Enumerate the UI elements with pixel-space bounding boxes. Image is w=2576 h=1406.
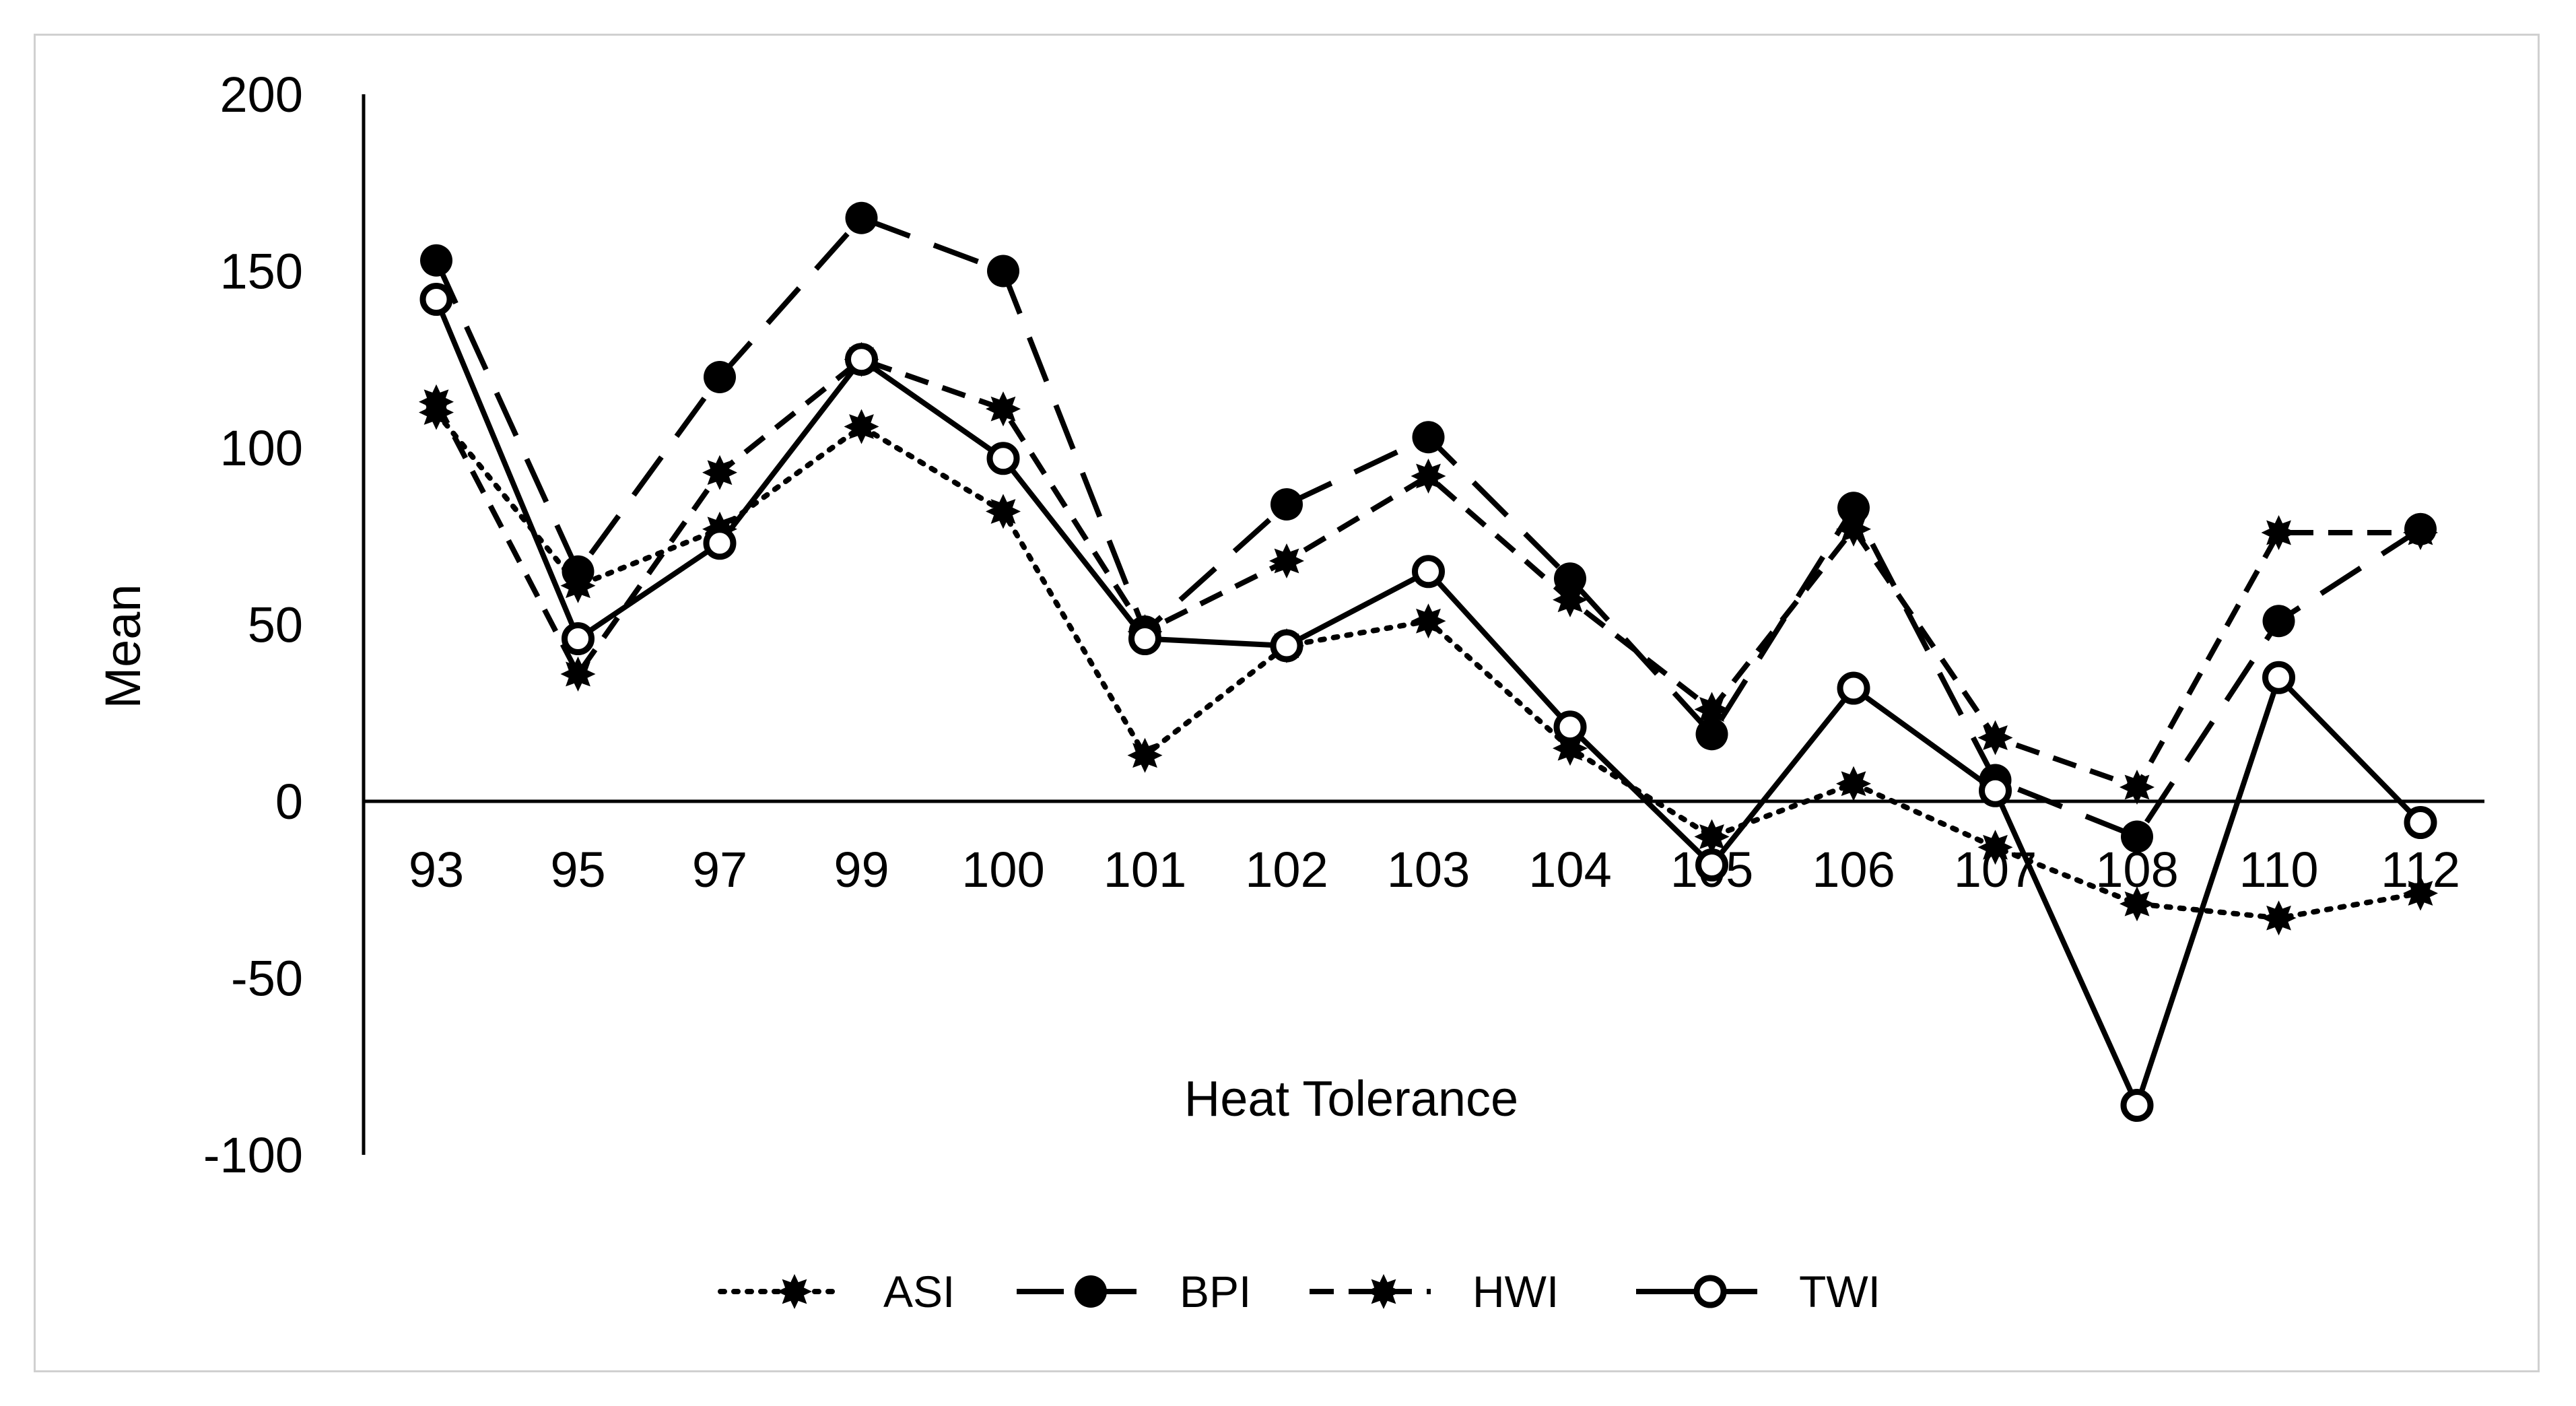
data-point-bpi <box>562 555 595 588</box>
data-point-asi <box>986 494 1021 529</box>
data-point-asi <box>1694 819 1730 855</box>
data-point-bpi <box>1270 488 1303 521</box>
legend-label-bpi: BPI <box>1180 1267 1251 1316</box>
data-point-twi <box>2120 1089 2154 1122</box>
x-tick-label: 102 <box>1245 842 1328 898</box>
data-point-hwi <box>1553 582 1588 617</box>
data-point-hwi <box>2120 770 2155 805</box>
x-tick-label: 106 <box>1812 842 1895 898</box>
data-point-twi <box>2262 661 2295 694</box>
data-point-bpi <box>1695 718 1728 751</box>
y-tick-label: -50 <box>231 951 303 1007</box>
y-tick-label: -100 <box>203 1127 303 1183</box>
x-tick-label: 101 <box>1104 842 1186 898</box>
data-point-hwi <box>1411 459 1446 494</box>
x-tick-label: 93 <box>409 842 464 898</box>
y-tick-label: 0 <box>275 774 303 830</box>
y-tick-labels: -100 -50 0 50 100 150 200 <box>203 67 303 1183</box>
legend-label-asi: ASI <box>883 1267 955 1316</box>
data-point-hwi <box>560 657 596 692</box>
data-point-hwi <box>1836 511 1871 547</box>
data-point-bpi <box>704 361 736 393</box>
data-point-hwi <box>419 384 454 420</box>
x-axis-label: Heat Tolerance <box>1184 1071 1518 1127</box>
data-point-asi <box>2120 886 2155 922</box>
x-tick-label: 95 <box>550 842 605 898</box>
data-point-asi <box>844 409 879 444</box>
series-layer <box>419 201 2438 1122</box>
y-tick-label: 200 <box>220 67 303 123</box>
data-point-bpi <box>1412 421 1445 454</box>
series-twi <box>419 283 2437 1122</box>
x-tick-label: 104 <box>1528 842 1611 898</box>
x-tick-label: 99 <box>834 842 889 898</box>
series-bpi <box>420 201 2437 853</box>
x-tick-labels: 9395979910010110210310410510610710811011… <box>409 842 2460 898</box>
x-tick-label: 100 <box>961 842 1044 898</box>
data-point-asi <box>2261 900 2297 936</box>
legend-item-asi: ASI <box>718 1267 955 1316</box>
data-point-twi <box>1412 555 1445 589</box>
data-point-twi <box>1695 848 1728 881</box>
data-point-asi <box>1411 603 1446 639</box>
data-point-twi <box>1837 671 1870 705</box>
legend-item-bpi: BPI <box>1017 1267 1251 1316</box>
legend: ASI BPI HWI TWI <box>718 1267 1880 1316</box>
data-point-twi <box>419 283 453 316</box>
x-tick-label: 97 <box>692 842 747 898</box>
legend-label-twi: TWI <box>1799 1267 1880 1316</box>
y-tick-label: 50 <box>248 597 303 653</box>
data-point-hwi <box>986 391 1021 427</box>
data-point-asi <box>2403 875 2438 911</box>
data-point-hwi <box>2261 515 2297 550</box>
legend-item-twi: TWI <box>1636 1267 1880 1316</box>
data-point-twi <box>986 442 1020 475</box>
data-point-bpi <box>1554 562 1586 595</box>
legend-marker-bpi <box>1075 1275 1107 1308</box>
data-point-twi <box>1128 622 1161 655</box>
y-tick-label: 100 <box>220 420 303 476</box>
data-point-bpi <box>1837 492 1870 525</box>
y-tick-label: 150 <box>220 244 303 300</box>
data-point-bpi <box>987 255 1019 288</box>
data-point-twi <box>2404 806 2437 839</box>
data-point-twi <box>1270 629 1303 663</box>
data-point-hwi <box>2403 515 2438 550</box>
x-tick-label: 103 <box>1387 842 1470 898</box>
data-point-bpi <box>420 244 452 277</box>
data-point-twi <box>562 622 595 655</box>
data-point-asi <box>1836 766 1871 801</box>
series-line-twi <box>434 298 2422 1108</box>
data-point-twi <box>1979 774 2012 807</box>
legend-label-hwi: HWI <box>1472 1267 1559 1316</box>
data-point-bpi <box>2121 820 2153 853</box>
y-axis-label: Mean <box>95 584 151 708</box>
data-point-bpi <box>2262 605 2295 638</box>
data-point-twi <box>845 343 878 376</box>
data-point-twi <box>703 527 737 560</box>
x-tick-label: 110 <box>2239 842 2319 898</box>
legend-item-hwi: HWI <box>1310 1267 1559 1316</box>
data-point-hwi <box>1694 692 1730 727</box>
legend-marker-hwi <box>1366 1274 1401 1309</box>
legend-marker-asi <box>777 1274 812 1309</box>
data-point-asi <box>1127 737 1163 773</box>
data-point-hwi <box>1977 720 2013 756</box>
data-point-twi <box>1553 710 1587 744</box>
series-hwi <box>419 341 2438 805</box>
axes <box>362 94 2484 1155</box>
data-point-bpi <box>845 201 878 234</box>
data-point-hwi <box>1269 543 1304 578</box>
data-point-asi <box>1977 830 2013 865</box>
legend-marker-twi <box>1693 1275 1727 1308</box>
data-point-hwi <box>702 455 737 490</box>
